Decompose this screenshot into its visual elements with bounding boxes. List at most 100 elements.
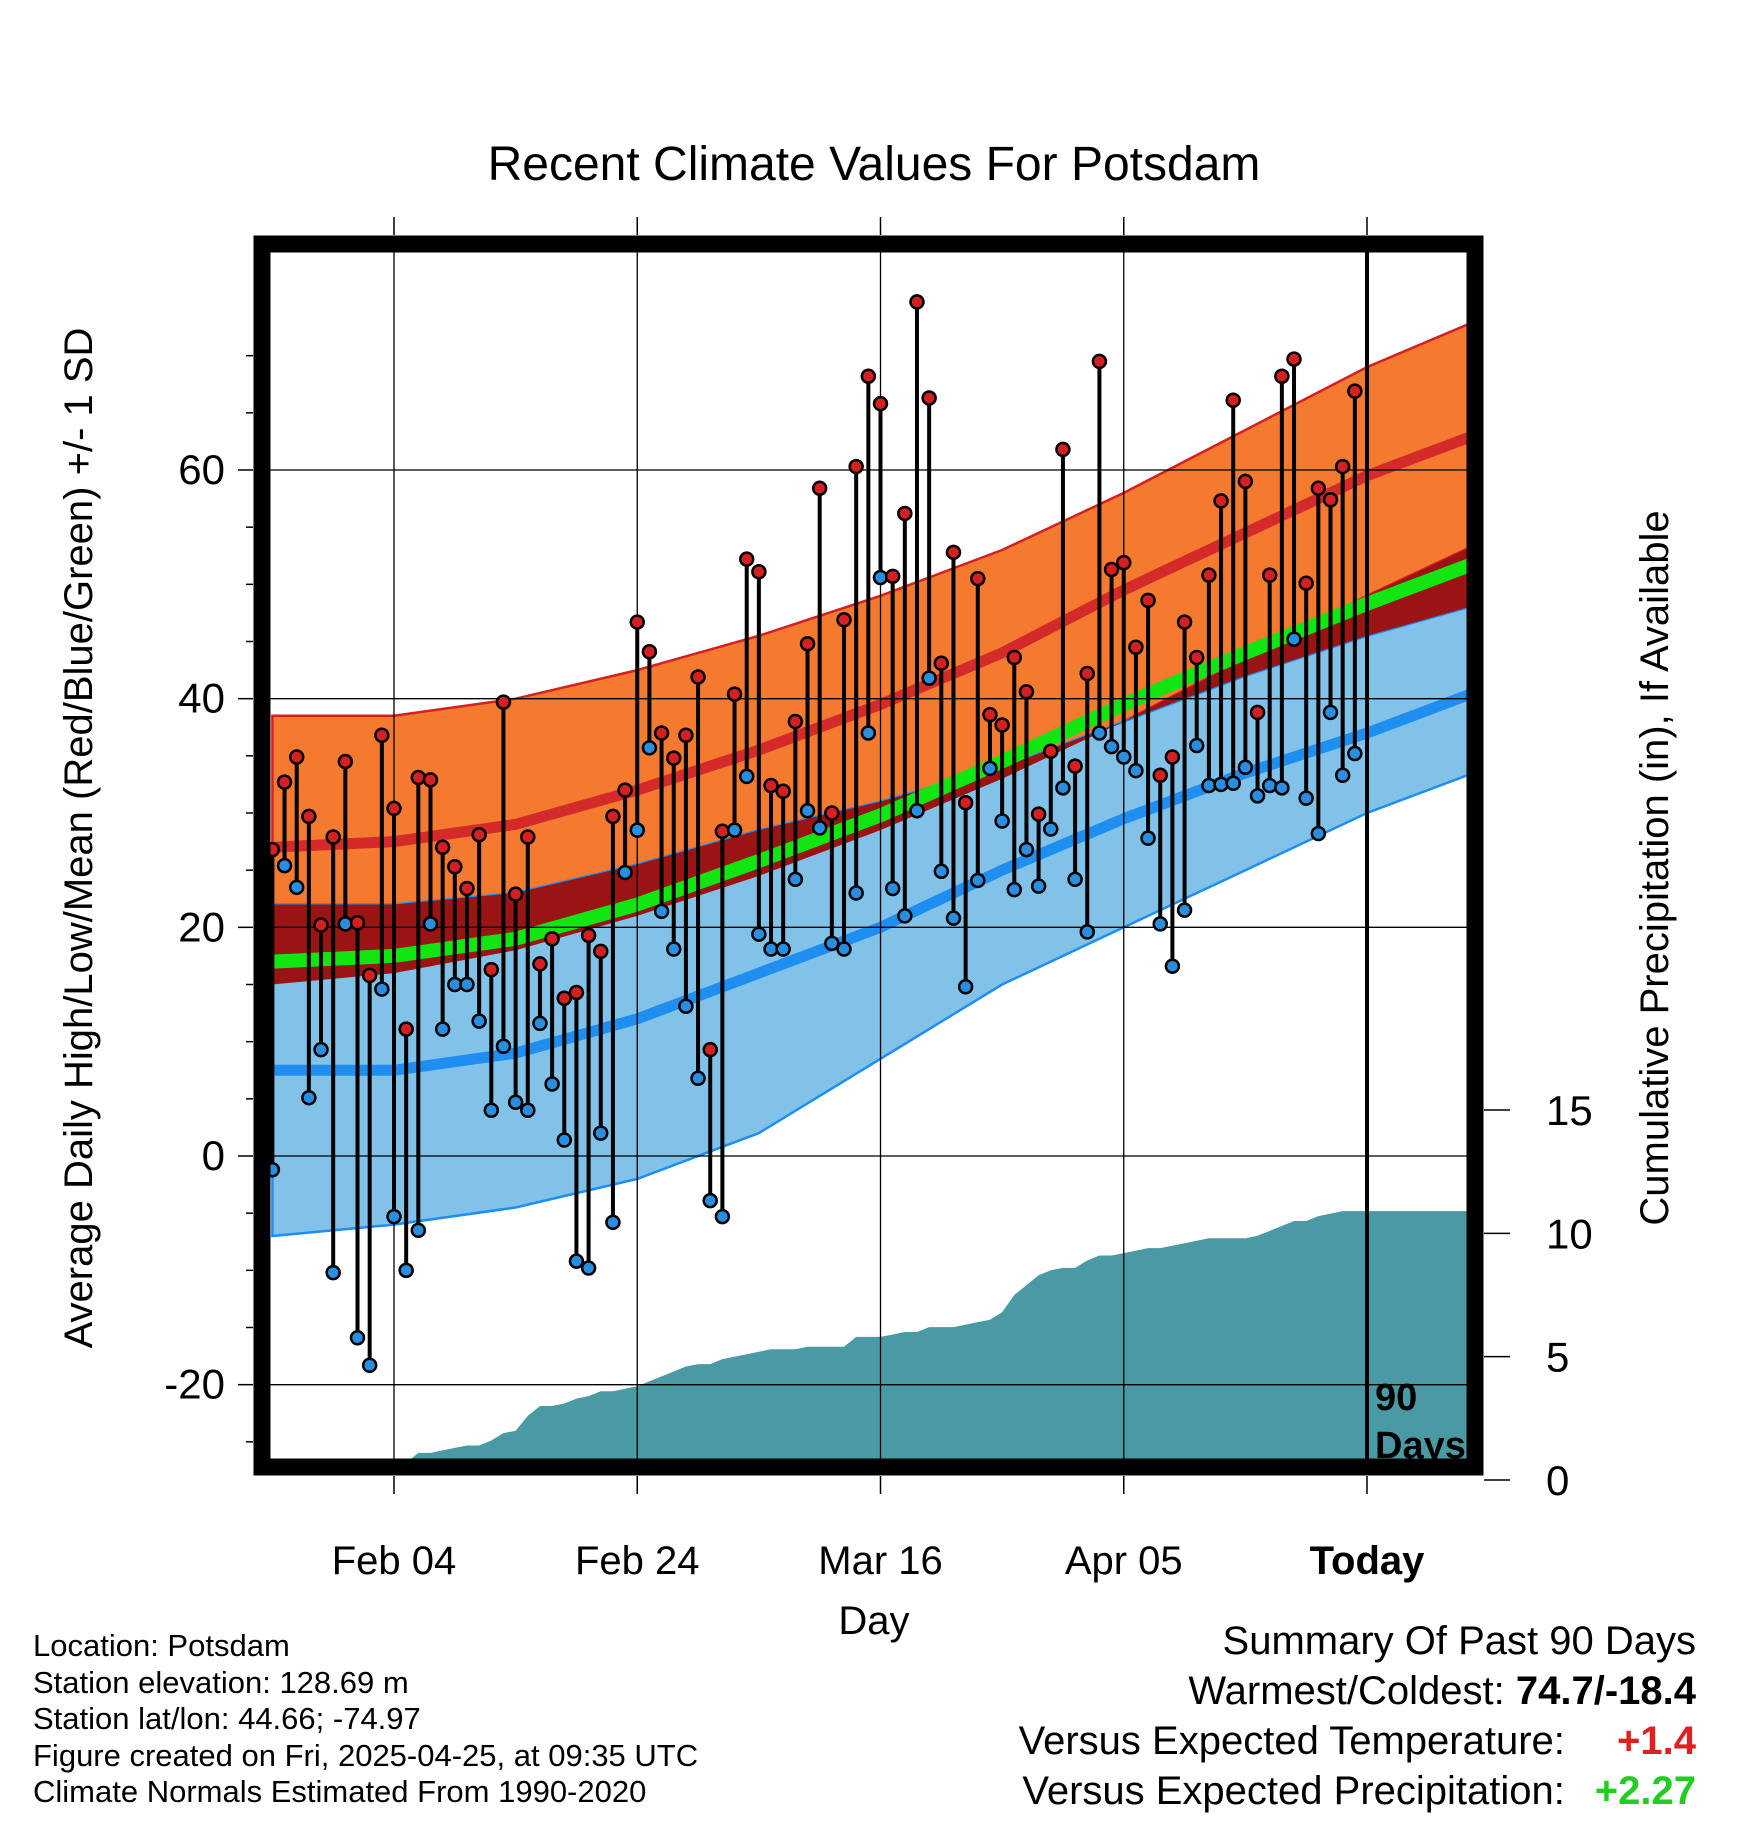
- high-point-73: [1152, 767, 1168, 784]
- high-point-70: [1116, 554, 1132, 571]
- temp-row: Versus Expected Temperature: +1.4: [1019, 1716, 1696, 1766]
- high-point-3: [301, 808, 317, 825]
- high-point-10: [386, 800, 402, 817]
- low-point-58: [970, 872, 986, 889]
- low-point-1: [276, 857, 293, 874]
- low-point-71: [1128, 762, 1144, 779]
- low-point-62: [1018, 841, 1035, 858]
- high-point-49: [860, 368, 877, 384]
- low-point-82: [1261, 777, 1278, 794]
- low-point-4: [313, 1041, 329, 1058]
- high-point-54: [921, 390, 937, 406]
- high-point-84: [1286, 351, 1302, 367]
- x-tick-label-2: Mar 16: [818, 1539, 943, 1583]
- high-point-23: [544, 931, 560, 947]
- low-point-29: [617, 864, 633, 881]
- low-point-40: [751, 926, 767, 942]
- low-point-67: [1079, 924, 1096, 940]
- low-point-11: [398, 1262, 414, 1279]
- x-tick-label-3: Apr 05: [1065, 1539, 1183, 1583]
- high-point-78: [1213, 493, 1229, 509]
- y2-tick-label-2: 10: [1546, 1210, 1593, 1257]
- high-point-25: [568, 984, 585, 1001]
- latlon-text: Station lat/lon: 44.66; -74.97: [33, 1701, 421, 1736]
- low-point-42: [775, 941, 791, 957]
- low-point-51: [884, 880, 901, 897]
- high-point-71: [1128, 639, 1144, 655]
- high-point-48: [848, 458, 864, 475]
- high-point-83: [1274, 368, 1290, 384]
- high-point-8: [361, 967, 378, 984]
- low-point-47: [836, 941, 852, 957]
- high-point-17: [471, 826, 487, 843]
- low-point-49: [860, 725, 877, 741]
- high-point-19: [495, 694, 512, 710]
- low-point-80: [1237, 759, 1254, 776]
- high-point-12: [410, 769, 427, 786]
- y-tick-label-3: 40: [178, 675, 225, 722]
- low-point-48: [848, 885, 864, 901]
- high-point-50: [872, 395, 889, 412]
- high-point-44: [799, 636, 816, 652]
- high-point-47: [836, 612, 852, 628]
- high-point-69: [1103, 561, 1120, 578]
- high-point-77: [1201, 567, 1217, 583]
- low-point-5: [325, 1264, 341, 1281]
- high-point-52: [897, 505, 913, 522]
- high-point-20: [507, 886, 524, 902]
- low-point-17: [471, 1013, 487, 1029]
- x-tick-label-4: Today: [1310, 1539, 1426, 1583]
- low-point-34: [678, 998, 694, 1014]
- high-point-32: [653, 725, 670, 741]
- high-point-24: [556, 990, 573, 1006]
- low-point-10: [386, 1208, 402, 1225]
- low-point-31: [641, 740, 658, 756]
- precip-row: Versus Expected Precipitation: +2.27: [1019, 1766, 1696, 1816]
- low-point-13: [422, 916, 439, 932]
- low-point-33: [665, 941, 682, 957]
- low-point-30: [629, 822, 645, 838]
- high-point-53: [909, 294, 925, 310]
- precip-area: [376, 1211, 1475, 1467]
- low-point-19: [495, 1038, 512, 1054]
- high-point-60: [994, 717, 1010, 733]
- low-point-53: [909, 802, 925, 819]
- high-point-42: [775, 783, 791, 800]
- high-point-46: [824, 805, 840, 821]
- low-point-83: [1274, 780, 1290, 796]
- low-point-9: [374, 981, 390, 997]
- high-point-74: [1164, 749, 1181, 765]
- x-tick-label-1: Feb 24: [575, 1539, 700, 1583]
- high-point-11: [398, 1021, 414, 1037]
- high-point-30: [629, 614, 645, 630]
- high-point-51: [884, 568, 901, 585]
- high-point-2: [288, 749, 305, 765]
- high-point-4: [313, 917, 329, 933]
- location-text: Location: Potsdam: [33, 1628, 290, 1663]
- high-point-5: [325, 829, 341, 845]
- low-point-85: [1298, 790, 1314, 806]
- high-point-76: [1188, 649, 1205, 666]
- low-point-16: [459, 976, 475, 993]
- low-point-39: [738, 768, 755, 785]
- low-point-24: [556, 1132, 573, 1148]
- high-point-58: [970, 570, 986, 587]
- high-point-65: [1055, 441, 1071, 458]
- low-point-14: [434, 1021, 451, 1037]
- low-point-56: [945, 910, 962, 926]
- low-point-61: [1006, 881, 1023, 898]
- y2-tick-label-3: 15: [1546, 1087, 1593, 1134]
- high-point-36: [702, 1041, 718, 1058]
- low-point-18: [483, 1102, 500, 1119]
- low-point-23: [544, 1076, 560, 1092]
- high-point-89: [1347, 383, 1363, 399]
- low-point-75: [1176, 902, 1193, 918]
- low-point-2: [288, 879, 305, 896]
- high-point-26: [580, 927, 597, 944]
- low-point-64: [1043, 821, 1059, 837]
- high-point-85: [1298, 575, 1314, 591]
- high-point-67: [1079, 665, 1096, 682]
- low-point-66: [1067, 871, 1083, 888]
